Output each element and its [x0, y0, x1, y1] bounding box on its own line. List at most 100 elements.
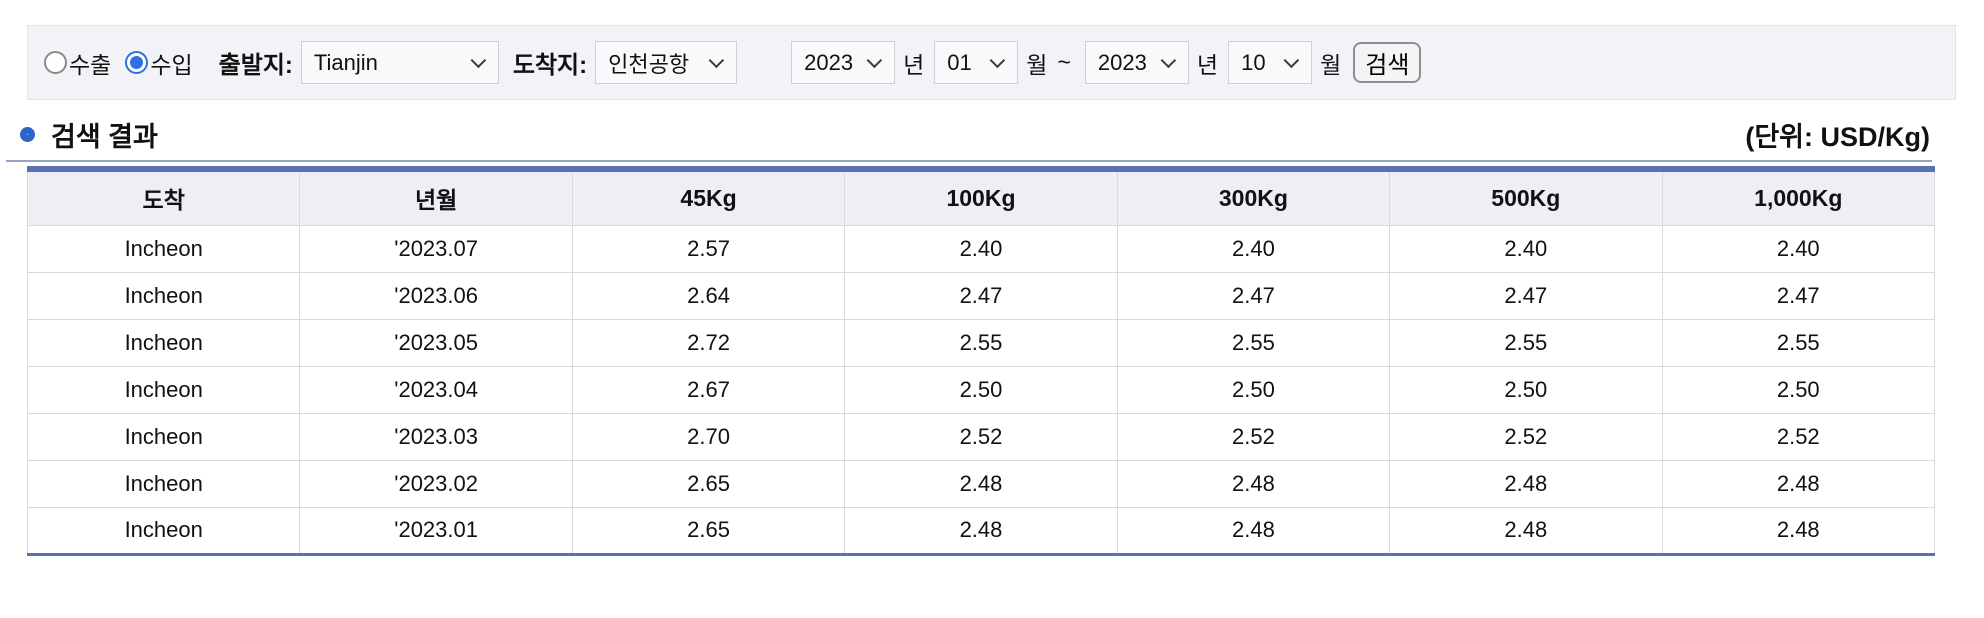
- origin-select-value: Tianjin: [313, 49, 378, 75]
- cell-rate: 2.52: [844, 412, 1118, 461]
- cell-rate: 2.65: [571, 506, 846, 555]
- results-title: 검색 결과: [51, 121, 158, 152]
- radio-import[interactable]: 수입: [125, 46, 193, 80]
- cell-yearmonth: '2023.07: [299, 224, 573, 273]
- from-year-suffix: 년: [903, 51, 925, 78]
- cell-yearmonth: '2023.01: [299, 506, 573, 555]
- to-month-suffix: 월: [1320, 51, 1342, 78]
- cell-rate: 2.57: [571, 224, 846, 273]
- filter-bar: 수출 수입 출발지: Tianjin 도착지: 인천공항 2023 년 01 월…: [27, 25, 1956, 100]
- cell-rate: 2.65: [571, 459, 846, 508]
- to-year-suffix: 년: [1196, 51, 1219, 78]
- from-year-value: 2023: [804, 49, 854, 75]
- unit-note: (단위: USD/Kg): [1745, 121, 1930, 152]
- col-header-100kg: 100Kg: [844, 168, 1118, 226]
- cell-rate: 2.40: [1661, 224, 1936, 273]
- from-month-value: 01: [947, 49, 972, 75]
- cell-rate: 2.72: [571, 318, 846, 367]
- cell-arrival: Incheon: [26, 506, 301, 555]
- cell-yearmonth: '2023.04: [299, 365, 573, 414]
- cell-rate: 2.52: [1389, 412, 1663, 461]
- cell-rate: 2.47: [1389, 271, 1663, 320]
- cell-rate: 2.67: [571, 365, 846, 414]
- to-year-value: 2023: [1097, 49, 1147, 75]
- cell-rate: 2.48: [1116, 459, 1391, 508]
- cell-rate: 2.55: [844, 318, 1118, 367]
- cell-arrival: Incheon: [26, 365, 301, 414]
- cell-arrival: Incheon: [26, 318, 301, 367]
- range-separator: ~: [1057, 49, 1071, 75]
- results-table: 도착 년월 45Kg 100Kg 300Kg 500Kg 1,000Kg Inc…: [26, 166, 1936, 556]
- trade-direction-radio-group: 수출 수입: [44, 46, 193, 80]
- to-year-select[interactable]: 2023: [1084, 41, 1189, 84]
- cell-arrival: Incheon: [26, 412, 301, 461]
- cell-arrival: Incheon: [26, 459, 301, 508]
- radio-import-label: 수입: [150, 51, 193, 78]
- table-row: Incheon '2023.05 2.72 2.55 2.55 2.55 2.5…: [26, 318, 1936, 367]
- col-header-1000kg: 1,000Kg: [1661, 168, 1936, 226]
- radio-export-label: 수출: [69, 51, 112, 78]
- to-month-select[interactable]: 10: [1228, 41, 1313, 84]
- table-header-row: 도착 년월 45Kg 100Kg 300Kg 500Kg 1,000Kg: [26, 168, 1936, 226]
- cell-rate: 2.64: [571, 271, 846, 320]
- table-row: Incheon '2023.07 2.57 2.40 2.40 2.40 2.4…: [26, 224, 1936, 273]
- table-row: Incheon '2023.06 2.64 2.47 2.47 2.47 2.4…: [26, 271, 1936, 320]
- cell-rate: 2.48: [1389, 459, 1663, 508]
- cell-rate: 2.47: [844, 271, 1118, 320]
- destination-select[interactable]: 인천공항: [595, 41, 738, 84]
- cell-rate: 2.55: [1116, 318, 1391, 367]
- cell-rate: 2.50: [1116, 365, 1391, 414]
- cell-yearmonth: '2023.06: [299, 271, 573, 320]
- destination-select-value: 인천공항: [608, 51, 690, 77]
- cell-rate: 2.50: [1389, 365, 1663, 414]
- cell-rate: 2.48: [1389, 506, 1663, 555]
- from-month-suffix: 월: [1026, 51, 1048, 78]
- cell-rate: 2.55: [1661, 318, 1936, 367]
- table-row: Incheon '2023.04 2.67 2.50 2.50 2.50 2.5…: [26, 365, 1936, 414]
- cell-rate: 2.48: [1661, 506, 1936, 555]
- destination-label: 도착지:: [512, 52, 588, 79]
- chevron-down-icon: [1283, 52, 1300, 69]
- cell-yearmonth: '2023.03: [299, 412, 573, 461]
- chevron-down-icon: [1160, 52, 1177, 69]
- cell-rate: 2.40: [1116, 224, 1391, 273]
- cell-rate: 2.52: [1116, 412, 1391, 461]
- cell-rate: 2.40: [844, 224, 1118, 273]
- chevron-down-icon: [708, 52, 725, 69]
- cell-rate: 2.52: [1661, 412, 1936, 461]
- radio-export-circle[interactable]: [44, 51, 67, 74]
- cell-rate: 2.48: [1116, 506, 1391, 555]
- cell-rate: 2.50: [844, 365, 1118, 414]
- radio-import-circle[interactable]: [125, 51, 149, 74]
- cell-rate: 2.55: [1389, 318, 1663, 367]
- col-header-arrival: 도착: [26, 168, 301, 226]
- radio-export[interactable]: 수출: [44, 46, 111, 80]
- cell-arrival: Incheon: [26, 271, 301, 320]
- from-month-select[interactable]: 01: [934, 41, 1019, 84]
- cell-rate: 2.48: [1661, 459, 1936, 508]
- table-row: Incheon '2023.03 2.70 2.52 2.52 2.52 2.5…: [26, 412, 1936, 461]
- cell-rate: 2.50: [1661, 365, 1936, 414]
- cell-rate: 2.40: [1389, 224, 1663, 273]
- chevron-down-icon: [470, 52, 487, 69]
- cell-rate: 2.47: [1116, 271, 1391, 320]
- search-button[interactable]: 검색: [1353, 42, 1422, 83]
- col-header-300kg: 300Kg: [1116, 168, 1391, 226]
- cell-yearmonth: '2023.05: [299, 318, 573, 367]
- cell-rate: 2.47: [1661, 271, 1936, 320]
- col-header-500kg: 500Kg: [1389, 168, 1663, 226]
- cell-rate: 2.70: [571, 412, 846, 461]
- cell-rate: 2.48: [844, 459, 1118, 508]
- ring-bullet-icon: [20, 126, 35, 142]
- cell-rate: 2.48: [844, 506, 1118, 555]
- to-month-value: 10: [1241, 49, 1266, 75]
- chevron-down-icon: [989, 52, 1006, 69]
- col-header-yearmonth: 년월: [299, 168, 573, 226]
- origin-label: 출발지:: [218, 52, 293, 79]
- table-row: Incheon '2023.01 2.65 2.48 2.48 2.48 2.4…: [26, 506, 1936, 555]
- results-section-header: 검색 결과 (단위: USD/Kg): [6, 112, 1932, 162]
- origin-select[interactable]: Tianjin: [300, 41, 499, 84]
- chevron-down-icon: [866, 52, 883, 69]
- cell-arrival: Incheon: [26, 224, 301, 273]
- from-year-select[interactable]: 2023: [791, 41, 896, 84]
